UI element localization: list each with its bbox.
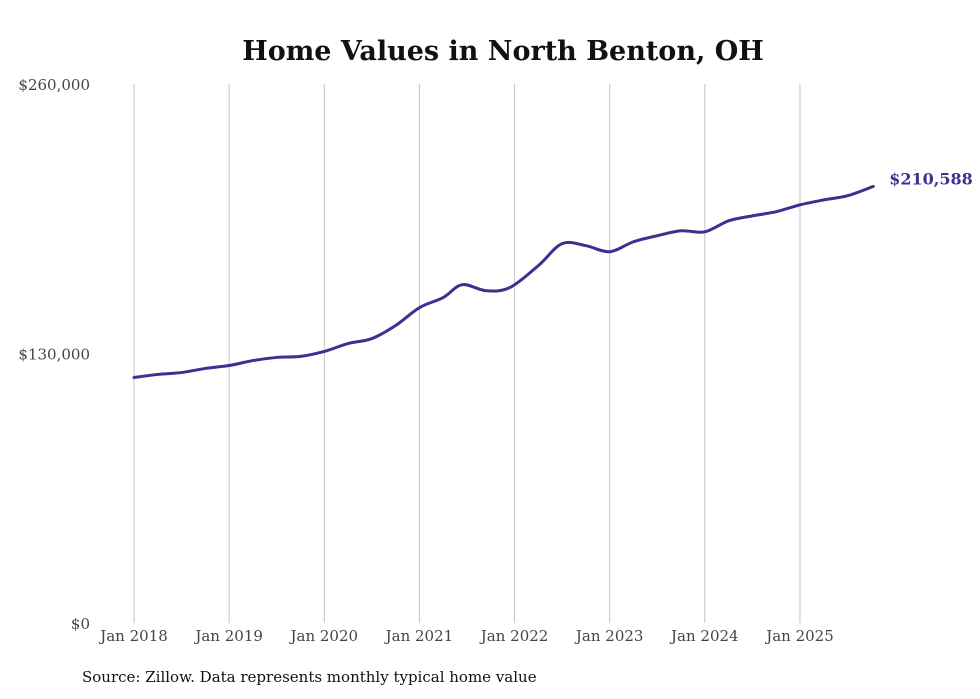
x-tick-label: Jan 2021 — [384, 627, 454, 645]
x-tick-label: Jan 2023 — [574, 627, 644, 645]
y-tick-label: $260,000 — [18, 76, 90, 94]
chart-title: Home Values in North Benton, OH — [242, 36, 764, 67]
x-tick-label: Jan 2024 — [669, 627, 739, 645]
y-tick-label: $0 — [71, 615, 90, 633]
grid-lines — [133, 84, 801, 623]
x-axis: Jan 2018 Jan 2019 Jan 2020 Jan 2021 Jan 2022… — [98, 627, 834, 645]
x-tick-label: Jan 2018 — [98, 627, 168, 645]
x-tick-label: Jan 2019 — [193, 627, 263, 645]
x-tick-label: Jan 2025 — [764, 627, 834, 645]
end-value-label: $210,588 — [889, 169, 973, 188]
series-line — [132, 184, 875, 380]
x-tick-label: Jan 2020 — [288, 627, 358, 645]
y-axis: $0 $130,000 $260,000 — [18, 76, 90, 633]
x-tick-label: Jan 2022 — [479, 627, 549, 645]
source-note: Source: Zillow. Data represents monthly … — [82, 668, 537, 686]
y-tick-label: $130,000 — [18, 346, 90, 364]
